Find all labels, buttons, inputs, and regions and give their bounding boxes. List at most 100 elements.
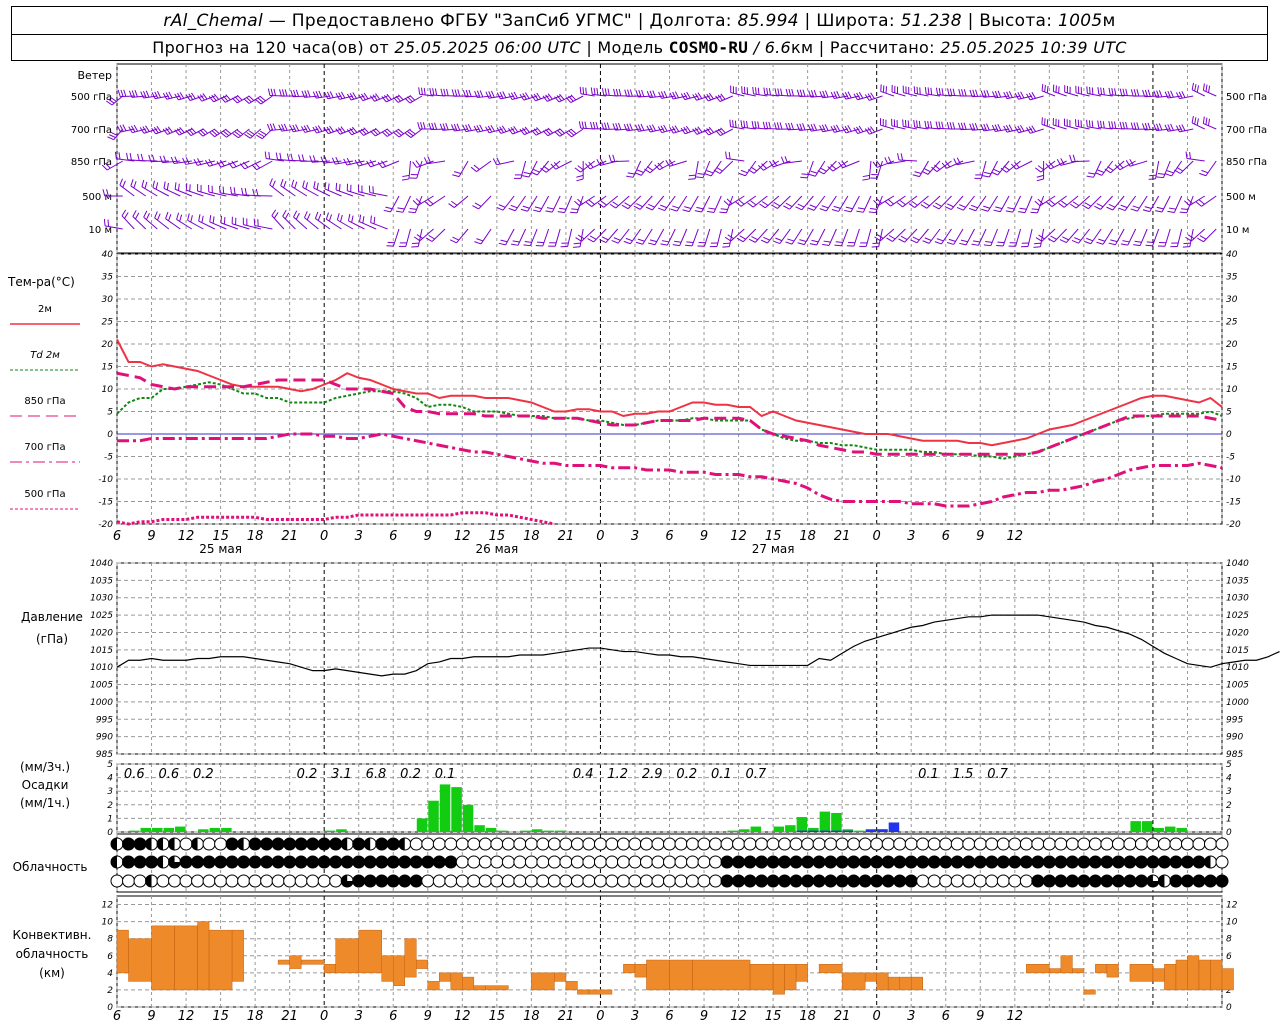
cloud-circle [375,855,389,869]
wind-barb-staff [632,160,642,178]
wind-barb-staff [293,216,308,230]
wind-barb-flag [381,131,388,137]
cloud-circle [755,874,769,888]
wind-barb [1069,154,1090,163]
cloud-symbol [893,874,907,888]
wind-barb [103,218,123,230]
wind-barb-flag [1000,167,1007,173]
cloud-circle [1215,874,1229,888]
wind-barb [672,228,688,247]
wind-barb-flag [290,89,294,97]
wind-barb-flag [688,178,696,180]
wind-barb [946,228,964,245]
wind-barb [585,195,607,207]
cloud-symbol [1123,874,1137,888]
cloud-circle [847,837,861,851]
cloud-symbol [1031,855,1045,869]
wind-barb-flag [241,187,244,195]
wind-barb [417,122,434,130]
convective-bar [565,981,578,991]
wind-barb-flag [185,94,191,101]
wind-barb [884,195,906,207]
precip-label: 0.4 [573,767,594,782]
precip-label: 1.5 [953,767,974,782]
wind-barb-flag [290,153,294,161]
wind-barb-staff [928,228,941,244]
cloud-symbol [1203,874,1217,888]
wind-barb-staff [520,160,527,179]
wind-barb-flag [1133,244,1141,247]
wind-barb-flag [467,124,472,131]
cloud-symbol [766,837,780,851]
cloud-symbol [1169,855,1183,869]
wind-barb-flag [811,239,819,243]
precip-tick-left: 3 [107,787,113,797]
wind-barb-staff [1191,122,1205,130]
wind-barb [1041,117,1056,130]
wind-barb [151,91,169,100]
wind-barb [1153,90,1171,98]
wind-barb-flag [326,126,332,134]
wind-barb [231,94,250,104]
wind-barb-flag [972,89,976,97]
wind-barb [635,228,653,245]
wind-barb-flag [257,97,264,103]
convective-bar [634,964,647,978]
temp-tick-right: 30 [1226,295,1238,305]
bottom-x-tick: 12 [454,1009,471,1024]
wind-barb [470,160,492,172]
convective-bar [876,972,889,991]
wind-barb-flag [596,88,599,96]
wind-barb-flag [522,175,530,178]
wind-barb-flag [729,119,732,127]
cloud-symbol [398,855,412,869]
wind-barb-flag [1089,86,1091,94]
wind-barb-flag [242,161,249,168]
wind-barb [853,125,872,135]
precip-tick-right: 4 [1226,774,1232,784]
wind-barb-flag [485,126,490,134]
wind-barb-flag [457,89,461,97]
wind-barb-flag [474,90,478,98]
wind-barb-flag [960,122,964,130]
bottom-x-tick: 15 [212,1009,229,1024]
wind-barb-flag [810,124,815,131]
wind-barb [1164,123,1182,132]
temp-tick-right: 40 [1226,250,1238,260]
wind-barb [1197,228,1217,243]
wind-barb [251,160,273,171]
wind-barb [102,189,123,197]
wind-barb [404,94,423,104]
wind-barb-flag [465,89,469,97]
wind-barb-flag [734,120,737,128]
cloud-circle [616,855,630,869]
wind-barb [1026,125,1044,134]
wind-barb [902,85,918,97]
wind-barb-staff [728,195,745,206]
wind-barb-staff [754,228,768,243]
cloud-circle [582,837,596,851]
wind-barb-staff [615,195,630,209]
wind-barb-flag [646,91,651,98]
temp-x-tick: 3 [631,529,639,544]
wind-barb-flag [412,161,418,168]
wind-barb [1133,228,1148,247]
cloud-symbol [939,855,953,869]
wind-barb-flag [1106,206,1114,211]
wind-barb-staff [231,193,250,197]
pressure-series [116,614,1280,677]
wind-barb-flag [1147,89,1151,97]
wind-barb-staff [1102,228,1114,245]
wind-barb-flag [776,122,780,130]
wind-barb-flag [258,132,265,138]
wind-barb-flag [395,210,403,213]
wind-barb [1059,228,1079,244]
wind-barb-flag [864,128,870,135]
wind-barb-flag [604,122,607,130]
temp-tick-left: 20 [102,340,114,350]
cloud-circle [582,855,596,869]
wind-barb [325,212,342,230]
wind-barb [253,218,273,230]
wind-barb-flag [884,157,889,165]
wind-barb-flag [1003,92,1008,99]
